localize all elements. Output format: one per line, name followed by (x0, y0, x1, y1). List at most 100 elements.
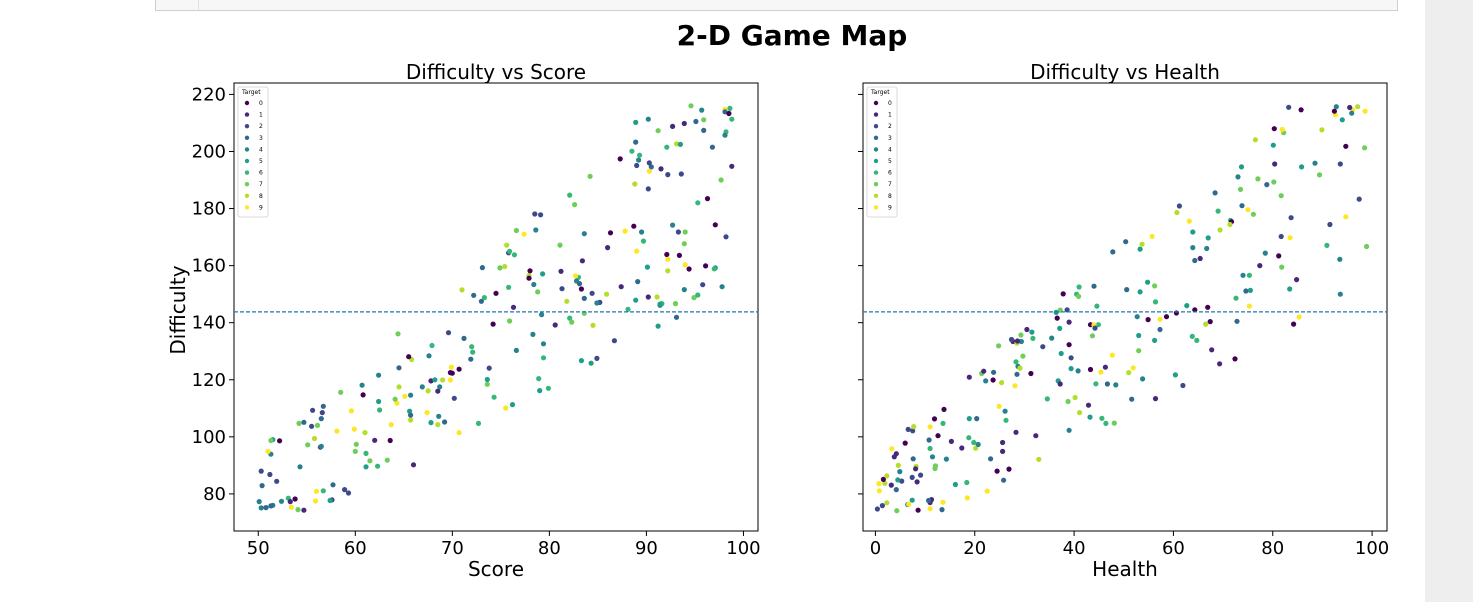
data-point (675, 229, 682, 235)
data-point (927, 506, 933, 512)
data-point (991, 369, 997, 375)
data-point (1018, 332, 1024, 338)
data-point (894, 508, 900, 514)
data-point (1271, 126, 1277, 132)
data-point (376, 372, 382, 378)
right-scroll-gutter[interactable] (1425, 0, 1473, 602)
data-point (701, 117, 707, 123)
data-point (605, 245, 611, 251)
data-point (376, 398, 382, 405)
data-point (456, 366, 462, 372)
data-point (1299, 164, 1305, 170)
legend-marker (873, 100, 879, 106)
data-point (637, 152, 643, 158)
data-point (442, 419, 448, 425)
data-point (646, 168, 652, 174)
data-point (880, 476, 887, 482)
data-point (1356, 196, 1362, 202)
data-point (318, 416, 324, 422)
legend-label: 6 (259, 170, 263, 177)
data-point (497, 265, 503, 271)
data-point (594, 300, 600, 306)
figure-suptitle: 2-D Game Map (677, 19, 908, 52)
data-point (964, 495, 970, 501)
data-point (1343, 143, 1349, 149)
panel-title: Difficulty vs Score (406, 60, 586, 84)
data-point (879, 503, 886, 509)
data-point (353, 441, 359, 447)
data-point (975, 441, 981, 448)
legend-marker (873, 158, 879, 164)
legend-marker (873, 124, 879, 129)
data-point (511, 252, 517, 258)
legend-marker (244, 112, 250, 117)
data-point (384, 457, 390, 463)
axes-frame (233, 82, 759, 532)
data-point (318, 443, 324, 449)
data-point (588, 360, 594, 366)
data-point (536, 376, 542, 382)
legend-label: 3 (888, 135, 892, 142)
data-point (722, 132, 728, 138)
data-point (1255, 176, 1261, 182)
data-point (320, 403, 326, 409)
data-point (1190, 229, 1196, 235)
data-point (940, 499, 946, 505)
legend-marker (873, 170, 879, 175)
data-point (927, 445, 933, 452)
data-point (513, 227, 520, 234)
data-point (664, 251, 670, 258)
data-point (703, 263, 709, 269)
data-point (1095, 322, 1101, 328)
legend-box (237, 86, 269, 218)
axes-frame (862, 82, 1388, 532)
data-point (532, 211, 538, 217)
data-point (1294, 277, 1300, 283)
legend-marker (244, 100, 250, 106)
data-point (636, 157, 642, 163)
data-point (392, 396, 398, 402)
data-point (1237, 186, 1244, 192)
data-point (1337, 256, 1343, 262)
data-point (1207, 319, 1213, 325)
data-point (1140, 376, 1146, 382)
data-point (1286, 104, 1292, 110)
data-point (1327, 221, 1333, 228)
legend-marker (873, 147, 879, 152)
data-point (1110, 249, 1116, 255)
data-point (1068, 366, 1074, 372)
data-point (1217, 227, 1223, 233)
data-point (1033, 433, 1039, 439)
data-point (1312, 160, 1318, 166)
data-point (948, 438, 955, 444)
data-point (288, 504, 294, 510)
x-axis-label: Score (468, 557, 524, 581)
legend: Target 0 1 2 3 4 5 6 7 8 9 (866, 86, 898, 218)
data-point (1049, 335, 1055, 341)
data-point (1209, 347, 1215, 353)
legend-label: 2 (888, 123, 892, 130)
data-point (876, 481, 882, 487)
data-point (1040, 344, 1046, 350)
data-point (1006, 466, 1012, 472)
data-point (396, 384, 402, 390)
data-point (1134, 314, 1140, 320)
legend-label: 9 (888, 204, 892, 211)
data-point (1246, 303, 1252, 309)
data-point (906, 501, 912, 507)
data-point (646, 160, 652, 166)
data-point (468, 356, 474, 362)
data-point (966, 435, 972, 441)
data-point (1247, 287, 1253, 293)
data-point (502, 263, 508, 270)
data-point (459, 287, 465, 293)
data-point (1065, 398, 1071, 405)
data-point (996, 403, 1002, 409)
data-point (1246, 272, 1252, 278)
data-point (408, 412, 414, 418)
data-point (296, 420, 302, 426)
data-point (471, 292, 477, 298)
data-point (631, 223, 637, 229)
data-point (1362, 108, 1368, 114)
data-point (622, 228, 628, 234)
